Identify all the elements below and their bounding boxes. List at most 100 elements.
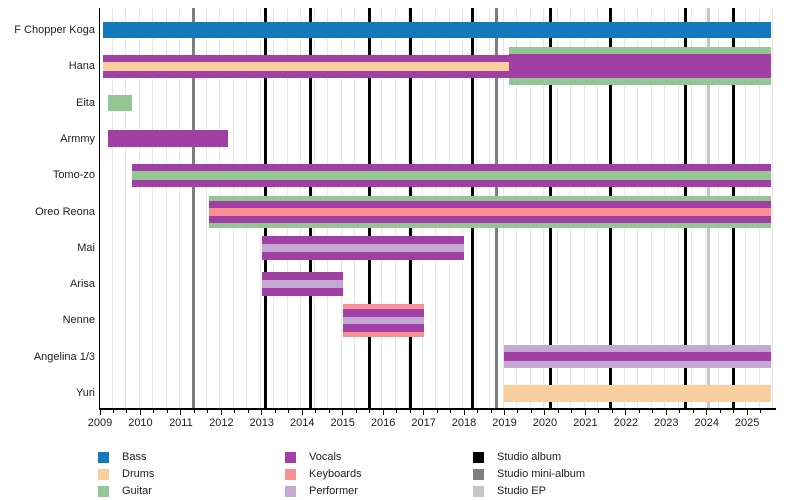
grid-line <box>111 8 113 408</box>
x-axis-year-label: 2009 <box>87 417 113 429</box>
member-label: Hana <box>68 60 95 73</box>
grid-line <box>772 8 774 408</box>
x-axis-minor-tick <box>436 409 438 413</box>
x-axis-major-tick <box>584 409 586 415</box>
role-stripe-vocals <box>508 54 772 79</box>
role-stripe-vocals <box>342 308 424 317</box>
role-stripe-guitar <box>108 94 133 111</box>
legend-swatch-performer <box>285 486 296 497</box>
x-axis-year-label: 2010 <box>128 417 153 429</box>
member-bar-segment <box>504 345 772 369</box>
member-label: Yuri <box>76 387 95 399</box>
x-axis-year-label: 2014 <box>289 417 315 429</box>
role-stripe-drums <box>103 61 509 71</box>
x-axis-year-label: 2012 <box>209 417 234 429</box>
role-stripe-performer <box>261 280 343 289</box>
role-stripe-guitar <box>132 170 772 180</box>
x-axis-year-label: 2017 <box>411 417 436 429</box>
member-label: Nenne <box>62 314 95 327</box>
x-axis-major-tick <box>99 409 101 415</box>
grid-line <box>165 8 167 408</box>
legend-label-bass: Bass <box>122 451 147 463</box>
role-stripe-keyboards <box>342 303 424 309</box>
member-bar-segment <box>504 384 772 402</box>
x-axis-year-label: 2013 <box>249 417 275 429</box>
x-axis-major-tick <box>665 409 667 415</box>
member-bar-segment <box>261 235 465 260</box>
x-axis-year-label: 2011 <box>169 417 193 429</box>
role-stripe-guitar <box>508 47 772 55</box>
member-label: Eita <box>76 96 95 109</box>
x-axis-minor-tick <box>288 409 290 413</box>
role-stripe-vocals <box>504 352 772 362</box>
x-axis-minor-tick <box>598 409 600 413</box>
x-axis-major-tick <box>625 409 627 415</box>
legend-swatch-bass <box>98 452 109 463</box>
role-stripe-vocals <box>103 54 509 62</box>
x-axis-minor-tick <box>234 409 236 413</box>
role-stripe-vocals <box>108 130 228 148</box>
legend-label-drums: Drums <box>122 468 155 480</box>
x-axis-year-label: 2020 <box>532 417 558 429</box>
x-axis-year-label: 2023 <box>654 417 679 429</box>
x-axis-minor-tick <box>274 409 276 413</box>
legend-swatch-drums <box>98 469 109 480</box>
x-axis-year-label: 2022 <box>613 417 639 429</box>
x-axis-minor-tick <box>247 409 249 413</box>
x-axis-major-tick <box>261 409 263 415</box>
legend-label-ep: Studio EP <box>497 485 546 497</box>
legend-swatch-vocals <box>285 452 296 463</box>
x-axis-minor-tick <box>490 409 492 413</box>
x-axis-minor-tick <box>571 409 573 413</box>
x-axis-minor-tick <box>207 409 209 413</box>
x-axis-minor-tick <box>477 409 479 413</box>
member-bar-segment <box>108 94 133 111</box>
member-label: Mai <box>77 241 95 254</box>
role-stripe-performer <box>342 316 424 324</box>
role-stripe-performer <box>504 361 772 369</box>
role-stripe-vocals <box>132 179 772 187</box>
grid-line <box>206 8 208 408</box>
x-axis-minor-tick <box>530 409 532 413</box>
x-axis-line <box>98 408 776 410</box>
legend-label-performer: Performer <box>309 485 358 497</box>
x-axis-minor-tick <box>396 409 398 413</box>
role-stripe-vocals <box>261 272 343 281</box>
x-axis-year-label: 2015 <box>330 417 355 429</box>
role-stripe-vocals <box>132 163 772 171</box>
x-axis-year-label: 2018 <box>451 417 477 429</box>
x-axis-minor-tick <box>719 409 721 413</box>
member-bar-segment <box>108 130 228 148</box>
legend-swatch-mini <box>473 469 484 480</box>
x-axis-minor-tick <box>638 409 640 413</box>
y-axis-line <box>98 8 100 408</box>
x-axis-major-tick <box>463 409 465 415</box>
x-axis-year-label: 2024 <box>694 417 719 429</box>
grid-line <box>179 8 181 408</box>
grid-line <box>125 8 127 408</box>
grid-line <box>152 8 154 408</box>
x-axis-major-tick <box>423 409 425 415</box>
x-axis-minor-tick <box>517 409 519 413</box>
role-stripe-drums <box>504 384 772 402</box>
x-axis-minor-tick <box>692 409 694 413</box>
role-stripe-vocals <box>261 288 343 297</box>
role-stripe-keyboards <box>209 207 772 216</box>
x-axis-major-tick <box>139 409 141 415</box>
x-axis-minor-tick <box>611 409 613 413</box>
role-stripe-guitar <box>209 195 772 201</box>
legend-swatch-keyboards <box>285 469 296 480</box>
member-bar-segment <box>103 22 772 38</box>
role-stripe-vocals <box>209 215 772 223</box>
member-bar-segment <box>261 272 343 297</box>
member-label: Tomo-zo <box>52 169 95 182</box>
x-axis-major-tick <box>342 409 344 415</box>
x-axis-minor-tick <box>193 409 195 413</box>
x-axis-year-label: 2016 <box>370 417 396 429</box>
legend-swatch-album <box>473 452 484 463</box>
role-stripe-guitar <box>508 78 772 86</box>
x-axis-major-tick <box>301 409 303 415</box>
x-axis-minor-tick <box>733 409 735 413</box>
member-label: Oreo Reona <box>35 205 95 218</box>
